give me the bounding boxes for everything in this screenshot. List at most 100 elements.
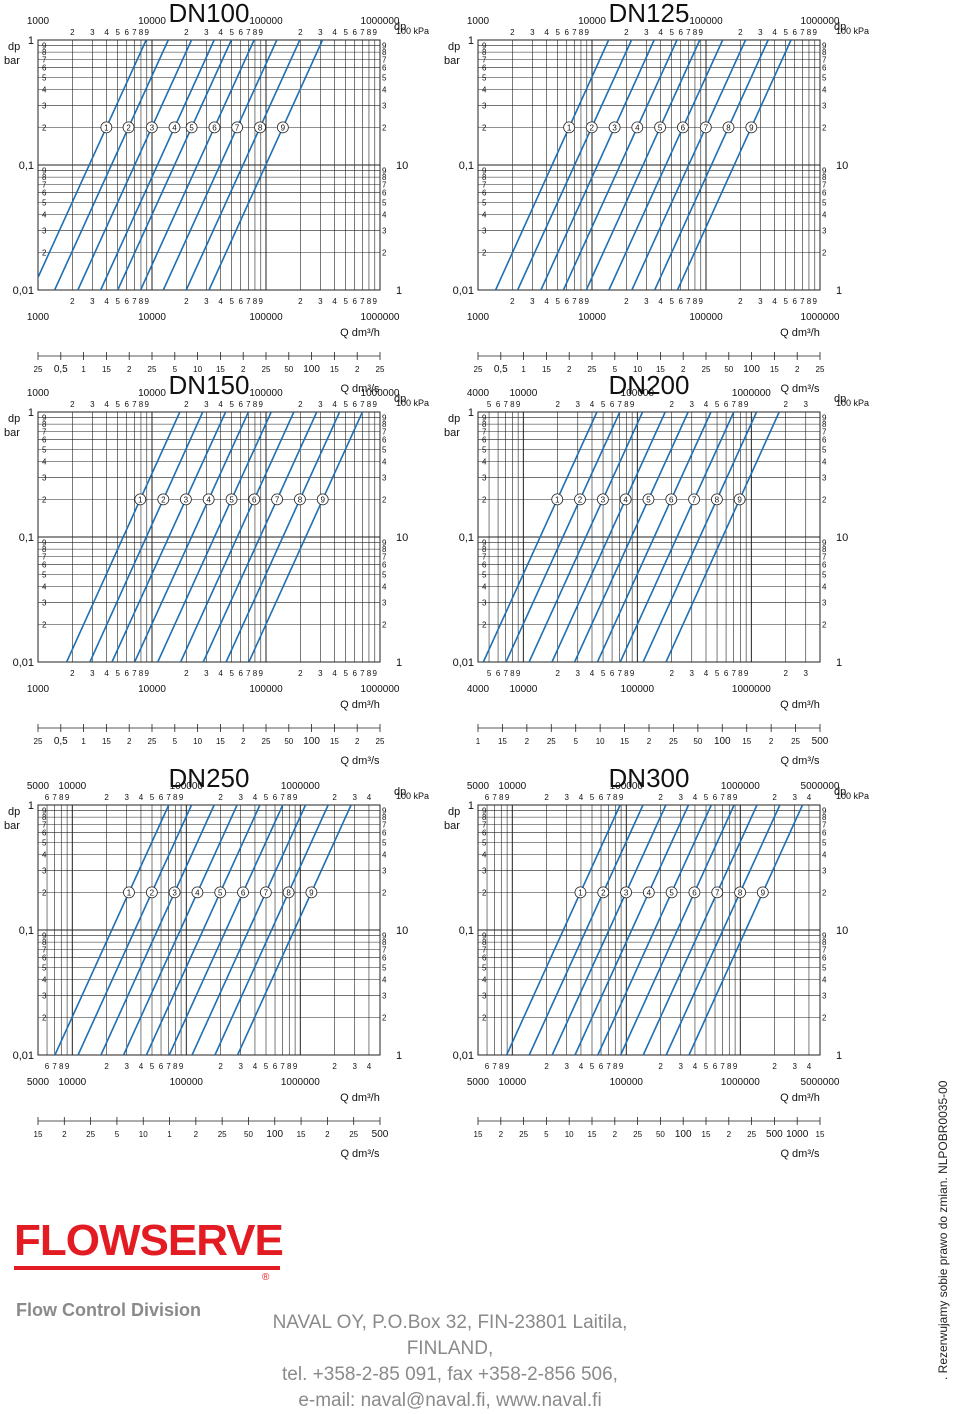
x-tick-label-bottom: 10000 [578,312,606,323]
curve-marker [756,886,769,899]
secondary-tick-label: 500 [372,1129,389,1140]
y-tick-label-major: 0,1 [19,532,34,544]
chart-panel-dn150: DN150 dp bar 1 100 kPa 0,1 10 0,01 1 9 9 8 8 7 7 6 6 5 5 4 4… [0,370,470,767]
x-tick-label-minor-top: 3 [792,793,797,802]
flow-curve-1 [494,40,610,290]
y-tick-label-minor-right: 2 [822,248,827,257]
y-tick-label-right: 1 [836,1050,842,1062]
flow-curve-8 [653,40,769,290]
y-tick-label-minor: 9 [482,932,487,941]
flow-curve-2 [89,412,204,662]
curve-group [505,805,804,1055]
x-tick-label-bottom: 1000000 [361,684,400,695]
x-tick-label-minor-bottom: 2 [783,669,788,678]
secondary-tick-label: 2 [727,1130,732,1139]
y-tick-label-minor: 8 [42,420,47,429]
x-tick-label-minor-top: 6 [352,28,357,37]
secondary-tick-label: 10 [193,365,202,374]
secondary-tick-label: 15 [216,365,225,374]
secondary-tick-label: 25 [669,737,678,746]
y-tick-label-minor: 8 [42,48,47,57]
curve-marker [642,493,655,506]
curve-label: 5 [229,495,234,504]
y-tick-label-minor-right: 3 [382,866,387,875]
curve-label: 9 [281,123,286,132]
y-tick-label-right: 100 kPa [396,791,429,801]
x-tick-label-top: 10000 [509,388,537,399]
y-tick-label-minor: 4 [42,211,47,220]
flow-curve-3 [528,412,644,662]
secondary-tick-label: 2 [194,1130,199,1139]
flow-curve-9 [665,412,780,662]
x-axis-title-h: Q dm³/h [340,1092,380,1104]
x-tick-label-minor-top: 7 [686,28,691,37]
x-tick-label-minor-bottom: 2 [738,297,743,306]
curve-marker [631,121,644,134]
y-tick-label-minor: 3 [42,991,47,1000]
x-tick-label-minor-bottom: 2 [104,1062,109,1071]
secondary-tick-label: 50 [693,737,702,746]
y-tick-label-right: 10 [836,160,848,172]
x-tick-label-minor-bottom: 4 [367,1062,372,1071]
x-tick-label-top: 1000 [27,16,50,27]
x-tick-label-minor-bottom: 8 [367,297,372,306]
secondary-tick-label: 25 [262,737,271,746]
curve-label: 6 [252,495,257,504]
registered-mark: ® [262,1272,270,1283]
curve-marker [551,493,564,506]
x-tick-label-minor-bottom: 7 [720,1062,725,1071]
y-tick-label-minor: 7 [42,552,47,561]
y-tick-label-minor-right: 9 [822,42,827,51]
flow-curve-8 [225,412,341,662]
y-tick-label-minor-right: 5 [822,446,827,455]
secondary-tick-label: 2 [127,737,132,746]
y-tick-label-right: 100 kPa [836,26,869,36]
y-tick-label-minor: 7 [482,180,487,189]
x-tick-label-minor-bottom: 9 [744,669,749,678]
x-tick-label-minor-top: 5 [343,400,348,409]
y-tick-label-major: 1 [28,800,34,812]
y-tick-label-minor-right: 7 [382,427,387,436]
x-tick-label-minor-top: 5 [229,400,234,409]
y-tick-label-minor-right: 8 [822,48,827,57]
flow-curve-7 [631,40,747,290]
x-tick-label-minor-bottom: 8 [367,669,372,678]
flow-curve-1 [482,412,598,662]
y-tick-label-major: 0,01 [453,1050,474,1062]
plot-frame [477,39,821,291]
y-axis-title-dp: dp [8,806,20,818]
secondary-tick-label: 25 [262,365,271,374]
x-tick-label-minor-top: 4 [658,28,663,37]
curve-marker [231,121,244,134]
secondary-tick-label: 50 [656,1130,665,1139]
y-tick-label-major: 1 [468,407,474,419]
curve-marker [134,493,147,506]
x-tick-label-minor-top: 6 [273,793,278,802]
curve-marker [282,886,295,899]
x-tick-label-bottom: 100000 [249,312,283,323]
x-tick-label-minor-top: 9 [179,793,184,802]
y-tick-label-minor-right: 3 [822,473,827,482]
secondary-tick-label: 2 [355,365,360,374]
x-tick-label-minor-top: 5 [229,28,234,37]
y-tick-label-minor: 8 [482,545,487,554]
x-tick-label-minor-top: 8 [807,28,812,37]
x-tick-label-minor-top: 5 [115,28,120,37]
y-tick-label-minor: 5 [482,446,487,455]
curve-marker [722,121,735,134]
curve-label: 8 [738,888,743,897]
flow-curve-4 [574,805,690,1055]
y-tick-label-minor: 6 [42,436,47,445]
y-tick-label-right: 10 [396,925,408,937]
x-tick-label-minor-top: 9 [373,28,378,37]
y-tick-label-minor-right: 7 [382,55,387,64]
x-tick-label-top: 100000 [621,388,655,399]
x-tick-label-minor-top: 9 [373,400,378,409]
x-tick-label-minor-bottom: 5 [669,297,674,306]
y-tick-label-minor-right: 8 [382,545,387,554]
curve-label: 7 [692,495,697,504]
y-tick-label-minor: 7 [482,820,487,829]
x-tick-label-minor-top: 2 [298,400,303,409]
curve-label: 4 [635,123,640,132]
